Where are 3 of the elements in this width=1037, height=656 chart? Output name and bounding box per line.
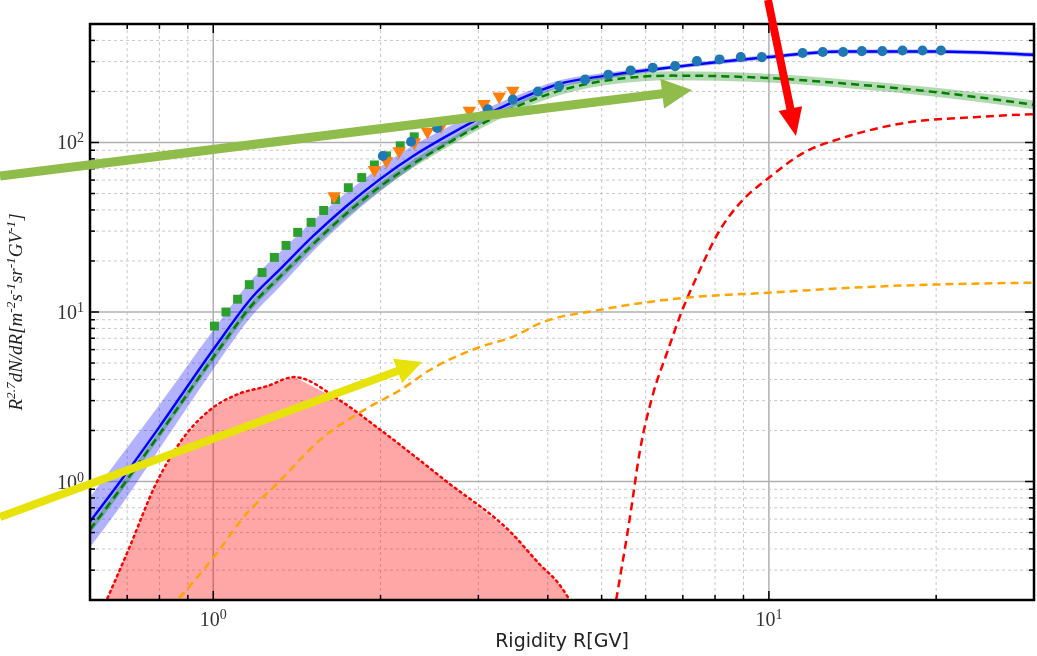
x-axis-title: Rigidity R[GV]: [495, 629, 629, 651]
y-tick-label: 10$^{2}$: [57, 129, 84, 154]
y-tick-label: 10$^{1}$: [57, 299, 84, 323]
